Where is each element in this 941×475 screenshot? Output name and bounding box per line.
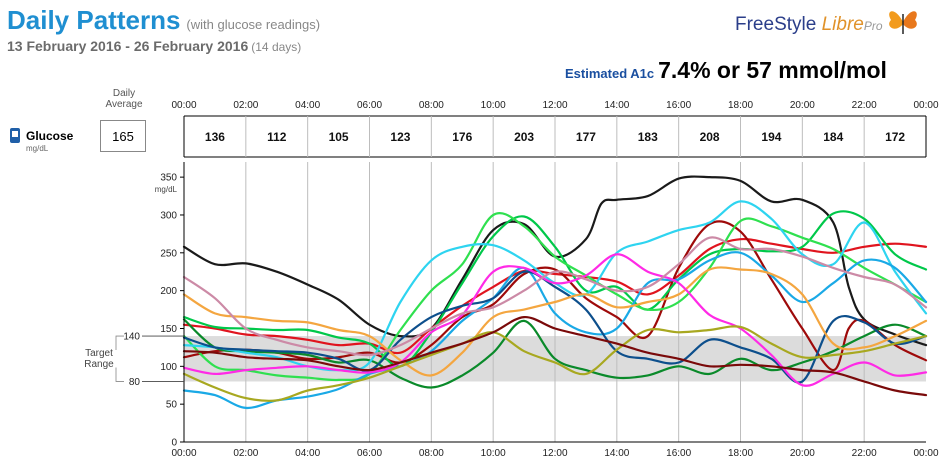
series-line — [182, 266, 928, 377]
period-average: 184 — [823, 130, 843, 144]
y-tick-label: 150 — [160, 324, 177, 335]
x-tick-label: 12:00 — [542, 448, 567, 459]
series-line — [182, 315, 928, 397]
series-line — [182, 270, 928, 384]
x-tick-label-top: 20:00 — [790, 100, 815, 111]
x-tick-label-top: 00:00 — [913, 100, 938, 111]
x-tick-label-top: 06:00 — [357, 100, 382, 111]
brand-logo: FreeStyle LibrePro — [735, 11, 917, 36]
a1c-value: 7.4% or 57 mmol/mol — [658, 57, 887, 83]
y-tick-label: 100 — [160, 362, 177, 373]
target-limit-label: 80 — [129, 377, 141, 388]
period-average: 112 — [267, 130, 287, 144]
daily-average-value: 165 — [100, 120, 146, 152]
x-tick-label-top: 00:00 — [171, 100, 196, 111]
glucose-label: Glucose — [26, 129, 74, 143]
y-tick-label: 50 — [166, 400, 178, 411]
series-line — [182, 237, 928, 355]
glucose-unit: mg/dL — [26, 144, 49, 153]
x-tick-label: 10:00 — [481, 448, 506, 459]
title-note: (with glucose readings) — [186, 17, 321, 32]
x-tick-label-top: 16:00 — [666, 100, 691, 111]
a1c-label: Estimated A1c — [565, 66, 655, 81]
series-line — [182, 175, 928, 347]
x-tick-label: 04:00 — [295, 448, 320, 459]
y-tick-label: 350 — [160, 173, 177, 184]
x-tick-label-top: 10:00 — [481, 100, 506, 111]
y-axis-unit: mg/dL — [155, 185, 178, 194]
period-average: 194 — [761, 130, 781, 144]
target-bracket-top — [115, 335, 124, 351]
series-line — [182, 251, 928, 410]
x-tick-label: 14:00 — [604, 448, 629, 459]
y-tick-label: 0 — [171, 438, 177, 449]
period-average: 203 — [514, 130, 534, 144]
series-line — [182, 212, 928, 382]
target-range-label: Target Range — [84, 348, 114, 370]
series-line — [182, 253, 928, 387]
target-bracket-bottom — [115, 367, 124, 382]
series-line — [182, 210, 928, 368]
x-tick-label-top: 18:00 — [728, 100, 753, 111]
x-tick-label: 00:00 — [913, 448, 938, 459]
daily-average-label: Daily Average — [105, 88, 143, 110]
x-tick-label: 06:00 — [357, 448, 382, 459]
x-tick-label-top: 02:00 — [233, 100, 258, 111]
y-tick-label: 250 — [160, 248, 177, 259]
period-average: 176 — [452, 130, 472, 144]
period-average: 136 — [205, 130, 225, 144]
period-average: 123 — [390, 130, 410, 144]
period-average: 177 — [576, 130, 596, 144]
y-tick-label: 200 — [160, 286, 177, 297]
series-line — [182, 220, 928, 372]
x-tick-label: 20:00 — [790, 448, 815, 459]
series-line — [182, 325, 928, 402]
x-tick-label: 00:00 — [171, 448, 196, 459]
x-tick-label-top: 04:00 — [295, 100, 320, 111]
period-average: 105 — [329, 130, 349, 144]
series-line — [182, 236, 928, 357]
period-average: 183 — [638, 130, 658, 144]
estimated-a1c: Estimated A1c 7.4% or 57 mmol/mol — [565, 57, 887, 84]
x-tick-label-top: 08:00 — [419, 100, 444, 111]
x-tick-label: 16:00 — [666, 448, 691, 459]
x-tick-label-top: 12:00 — [542, 100, 567, 111]
x-tick-label: 18:00 — [728, 448, 753, 459]
page-title: Daily Patterns (with glucose readings) — [7, 5, 321, 35]
target-limit-label: 140 — [123, 332, 140, 343]
days-note: (14 days) — [251, 40, 302, 54]
x-tick-label: 02:00 — [233, 448, 258, 459]
series-line — [182, 318, 928, 389]
x-tick-label-top: 22:00 — [852, 100, 877, 111]
sensor-icon — [10, 128, 20, 143]
period-average: 172 — [885, 130, 905, 144]
butterfly-icon — [889, 11, 917, 34]
period-average: 208 — [700, 130, 720, 144]
date-range: 13 February 2016 - 26 February 2016 (14 d… — [7, 38, 302, 54]
x-tick-label-top: 14:00 — [604, 100, 629, 111]
x-tick-label: 08:00 — [419, 448, 444, 459]
y-tick-label: 300 — [160, 210, 177, 221]
x-tick-label: 22:00 — [852, 448, 877, 459]
